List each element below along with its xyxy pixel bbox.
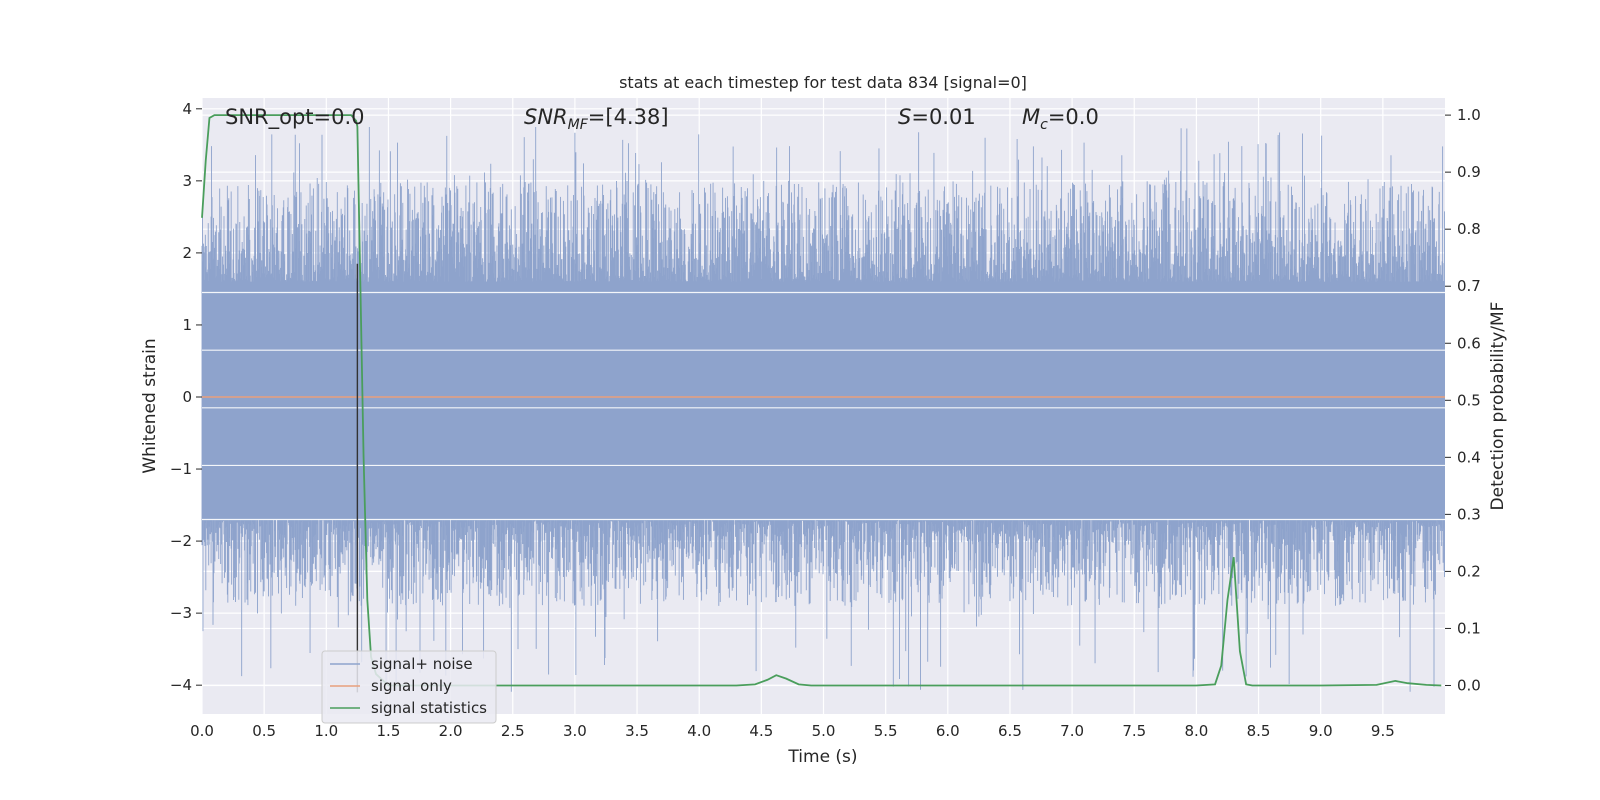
- x-tick-label: 8.0: [1184, 722, 1208, 740]
- legend-label-signal-noise: signal+ noise: [371, 655, 473, 673]
- series-lines: [201, 114, 1445, 693]
- x-tick-label: 9.5: [1371, 722, 1395, 740]
- y-tick-label: 0: [182, 388, 192, 406]
- y-tick-label: −2: [170, 532, 192, 550]
- y2-axis-ticks: 1.0 0.9 0.8 0.7 0.6 0.5 0.4 0.3 0.2 0.1 0.0: [1445, 106, 1481, 694]
- x-tick-label: 7.0: [1060, 722, 1084, 740]
- x-tick-label: 8.5: [1247, 722, 1271, 740]
- y-tick-label: 4: [182, 100, 192, 118]
- legend: signal+ noise signal only signal statist…: [321, 650, 497, 724]
- noise-trace: [201, 126, 1445, 692]
- y2-tick-label: 0.6: [1457, 334, 1481, 352]
- y-axis-label: Whitened strain: [140, 338, 160, 473]
- y2-tick-label: 0.0: [1457, 676, 1481, 694]
- y2-tick-label: 0.2: [1457, 562, 1481, 580]
- y2-tick-label: 0.5: [1457, 391, 1481, 409]
- y2-tick-label: 1.0: [1457, 106, 1481, 124]
- annotation-s: S=0.01: [898, 105, 976, 129]
- x-tick-label: 4.0: [687, 722, 711, 740]
- annotation-mc: Mc=0.0: [1022, 105, 1099, 133]
- x-tick-label: 1.5: [377, 722, 401, 740]
- y-tick-label: −4: [170, 676, 192, 694]
- x-tick-label: 5.5: [874, 722, 898, 740]
- x-axis-label: Time (s): [787, 747, 857, 767]
- x-tick-label: 2.0: [439, 722, 463, 740]
- signal-statistics-line: [201, 114, 1442, 687]
- x-tick-label: 0.0: [190, 722, 214, 740]
- y-tick-label: 3: [182, 172, 192, 190]
- x-tick-label: 6.5: [998, 722, 1022, 740]
- y2-axis-label: Detection probability/MF: [1488, 302, 1508, 511]
- x-tick-label: 1.0: [314, 722, 338, 740]
- x-axis-ticks: 0.0 0.5 1.0 1.5 2.0 2.5 3.0 3.5 4.0 4.5 5.0 5.5 6.0 6…: [190, 722, 1395, 740]
- x-tick-label: 3.5: [625, 722, 649, 740]
- x-tick-label: 6.0: [936, 722, 960, 740]
- x-tick-label: 7.5: [1122, 722, 1146, 740]
- y-tick-label: 1: [182, 316, 192, 334]
- x-tick-label: 2.5: [501, 722, 525, 740]
- y2-tick-label: 0.8: [1457, 220, 1481, 238]
- y2-tick-label: 0.4: [1457, 448, 1481, 466]
- y-tick-label: −1: [170, 460, 192, 478]
- annotation-snr-opt: SNR_opt=0.0: [225, 105, 365, 130]
- annotation-snr-mf: SNRMF=[4.38]: [524, 105, 669, 133]
- y2-tick-label: 0.9: [1457, 163, 1481, 181]
- y-tick-label: −3: [170, 604, 192, 622]
- x-tick-label: 5.0: [812, 722, 836, 740]
- y2-tick-label: 0.1: [1457, 619, 1481, 637]
- x-tick-label: 3.0: [563, 722, 587, 740]
- legend-box: [321, 650, 497, 724]
- chart-title: stats at each timestep for test data 834…: [619, 73, 1027, 92]
- x-tick-label: 4.5: [749, 722, 773, 740]
- legend-label-signal-only: signal only: [371, 677, 452, 695]
- series-signal-noise: [201, 126, 1445, 692]
- y-axis-ticks: 4 3 2 1 0 −1 −2 −3 −4: [170, 100, 202, 694]
- x-tick-label: 9.0: [1309, 722, 1333, 740]
- y2-tick-label: 0.7: [1457, 277, 1481, 295]
- y2-tick-label: 0.3: [1457, 505, 1481, 523]
- x-tick-label: 0.5: [252, 722, 276, 740]
- legend-label-signal-statistics: signal statistics: [371, 699, 487, 717]
- y-tick-label: 2: [182, 244, 192, 262]
